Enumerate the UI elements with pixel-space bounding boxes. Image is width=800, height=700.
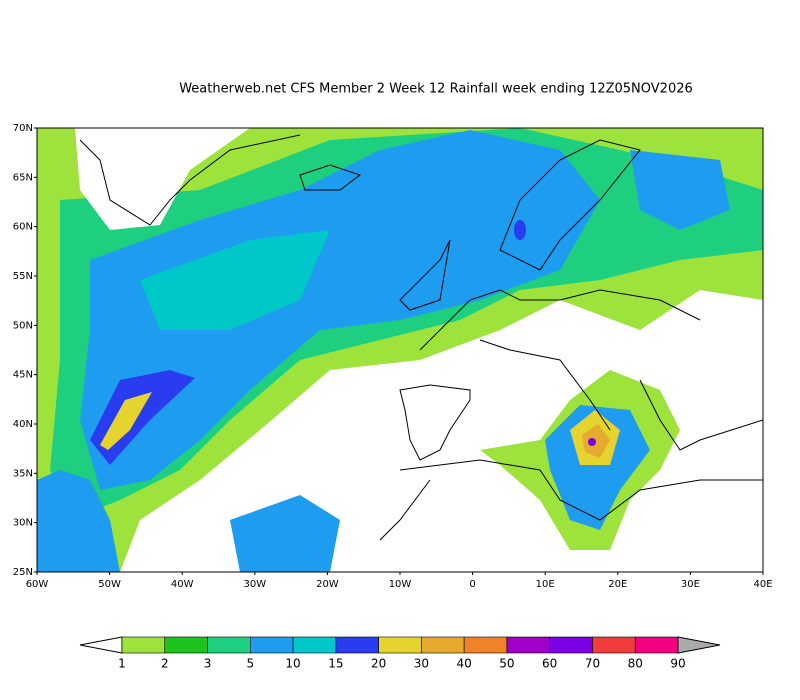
greenland-dry [75,128,250,230]
colorbar-label: 70 [585,657,600,671]
lon-label: 40W [171,579,194,590]
colorbar-label: 50 [499,657,514,671]
lat-label: 55N [13,271,33,282]
rainfall-field [37,128,763,572]
colorbar-box [250,636,294,654]
colorbar-box [463,636,508,654]
colorbar-label: 5 [246,657,254,671]
med-rain-max [588,438,596,446]
lon-label: 60W [26,579,49,590]
lat-label: 65N [13,172,33,183]
lon-label: 30E [681,579,700,590]
lat-label: 40N [13,419,33,430]
lat-label: 70N [13,123,33,134]
colorbar-box [549,636,593,654]
colorbar-box [378,636,422,654]
colorbar-label: 20 [371,657,386,671]
lon-label: 10W [389,579,412,590]
med-rain-30 [582,424,610,458]
lon-label: 50W [98,579,121,590]
rain-5-south [37,470,120,572]
lat-label: 25N [13,567,33,578]
lon-label: 20E [608,579,627,590]
lat-label: 35N [13,468,33,479]
colorbar-label: 40 [457,657,472,671]
lat-label: 30N [13,518,33,529]
colorbar-label: 10 [285,657,300,671]
colorbar-label: 60 [542,657,557,671]
lat-label: 60N [13,222,33,233]
colorbar-box [592,636,636,654]
norway-max [514,220,526,240]
colorbar-box [292,636,337,654]
colorbar-over [677,636,721,654]
lon-label: 40E [753,579,772,590]
lon-label: 30W [243,579,266,590]
colorbar-box [164,636,208,654]
colorbar-box [207,636,251,654]
rain-20 [100,392,152,450]
colorbar-label: 2 [161,657,169,671]
lat-label: 45N [13,370,33,381]
colorbar-label: 90 [670,657,685,671]
colorbar-box [335,636,379,654]
title: Weatherweb.net CFS Member 2 Week 12 Rain… [179,82,693,97]
lat-label: 50N [13,320,33,331]
rain-5-canary [230,495,340,572]
colorbar-box [506,636,550,654]
colorbar-label: 15 [328,657,343,671]
colorbar-label: 3 [204,657,212,671]
colorbar-label: 30 [414,657,429,671]
colorbar: 1 2 3 5 10 15 20 30 40 50 60 70 80 90 [79,636,721,671]
lon-label: 0 [469,579,475,590]
colorbar-label: 80 [628,657,643,671]
colorbar-label: 1 [118,657,126,671]
scandinavia-rain [630,150,730,230]
colorbar-box [121,636,166,654]
med-rain-5 [545,405,650,530]
lon-label: 10E [536,579,555,590]
rain-5 [80,130,600,490]
colorbar-box [421,636,465,654]
lon-label: 20W [316,579,339,590]
colorbar-under [79,636,123,654]
rain-10 [140,230,330,330]
colorbar-box [634,636,679,654]
